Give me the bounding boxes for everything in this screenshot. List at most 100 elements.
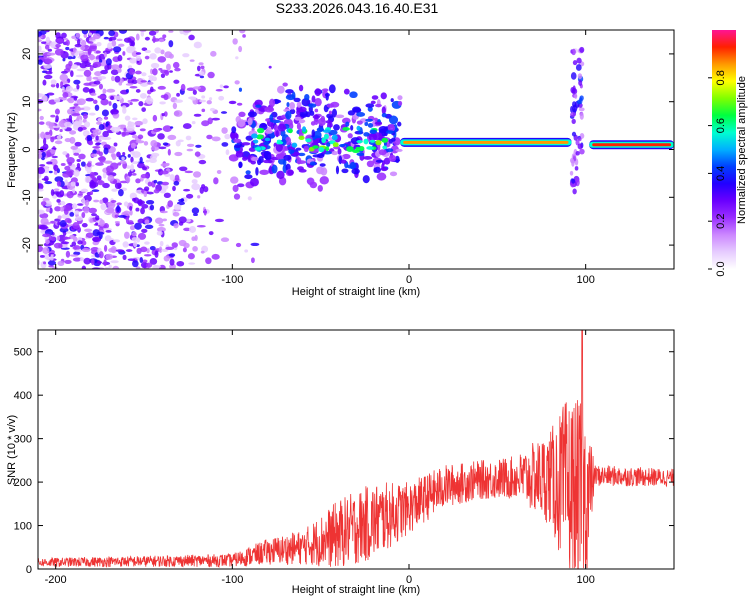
scatter-blob	[303, 145, 309, 153]
noise-blob	[127, 258, 136, 261]
noise-blob	[201, 108, 206, 113]
scatter-blob	[276, 170, 285, 180]
noise-blob	[47, 260, 57, 266]
noise-blob	[162, 218, 168, 222]
noise-blob	[172, 61, 180, 69]
noise-blob	[41, 151, 46, 158]
noise-blob	[45, 131, 50, 135]
scatter-blob	[241, 142, 251, 146]
noise-blob	[86, 162, 92, 168]
noise-blob	[193, 41, 202, 49]
noise-blob	[152, 68, 158, 76]
noise-blob	[43, 261, 47, 265]
noise-blob	[125, 175, 131, 184]
bright-spot	[305, 138, 312, 143]
scatter-blob	[352, 106, 361, 113]
noise-blob	[57, 221, 61, 226]
snr-panel: -200 -100 0 100 0 100 200 300 400 500 Height of s…	[6, 329, 675, 596]
scatter-blob	[264, 152, 272, 161]
noise-blob	[91, 189, 100, 193]
noise-blob	[41, 94, 48, 103]
noise-blob	[93, 33, 101, 40]
noise-blob	[140, 207, 145, 215]
noise-blob	[76, 98, 86, 106]
scatter-blob	[347, 133, 353, 139]
scatter-blob	[296, 106, 307, 113]
scatter-blob	[309, 161, 316, 166]
noise-blob	[55, 43, 61, 48]
noise-blob	[110, 199, 117, 203]
noise-blob	[75, 32, 81, 38]
scatter-blob	[289, 108, 296, 115]
noise-blob	[153, 179, 158, 184]
noise-blob	[100, 203, 107, 211]
noise-blob	[131, 161, 139, 165]
spectrogram-x-tick-label: -100	[221, 274, 243, 286]
noise-blob	[89, 190, 94, 196]
noise-blob	[160, 49, 165, 55]
noise-blob	[110, 75, 115, 82]
noise-blob	[190, 96, 197, 101]
noise-blob	[126, 46, 135, 54]
noise-blob	[91, 129, 100, 132]
noise-blob	[225, 149, 230, 156]
scatter-blob	[285, 89, 294, 94]
noise-blob	[57, 215, 62, 220]
scatter-blob	[254, 99, 263, 107]
noise-blob	[160, 163, 170, 167]
noise-blob	[142, 118, 148, 125]
noise-blob	[145, 262, 153, 268]
burst-blob	[574, 166, 579, 171]
burst-blob	[569, 170, 574, 176]
colorbar-tick-label: 0.6	[715, 118, 727, 133]
scatter-blob	[277, 123, 287, 132]
scatter-blob	[259, 169, 270, 175]
scatter-blob	[286, 102, 290, 107]
noise-blob	[91, 213, 97, 217]
noise-blob	[160, 210, 168, 214]
noise-blob	[144, 219, 150, 225]
noise-blob	[132, 260, 139, 268]
noise-blob	[43, 242, 52, 247]
noise-blob	[43, 58, 53, 65]
noise-blob	[182, 247, 187, 253]
noise-blob	[89, 43, 97, 46]
scatter-blob	[316, 166, 325, 175]
noise-blob	[169, 70, 173, 73]
noise-blob	[115, 249, 125, 252]
noise-blob	[162, 142, 169, 146]
burst-blob	[571, 48, 576, 56]
scatter-blob	[372, 119, 376, 128]
scatter-blob	[231, 126, 237, 134]
noise-blob	[98, 123, 105, 131]
noise-blob	[108, 101, 112, 106]
scatter-blob	[317, 184, 323, 192]
bright-spot	[332, 142, 339, 148]
noise-blob	[157, 133, 165, 140]
noise-blob	[40, 217, 49, 226]
noise-blob	[76, 68, 86, 72]
noise-blob	[98, 59, 103, 63]
noise-blob	[103, 244, 108, 252]
noise-blob	[108, 247, 116, 253]
noise-blob	[186, 148, 194, 152]
noise-blob	[158, 223, 165, 227]
noise-blob	[55, 82, 60, 89]
noise-blob	[143, 254, 152, 257]
noise-blob	[117, 162, 122, 166]
noise-blob	[135, 89, 141, 93]
spectrogram-xlabel: Height of straight line (km)	[292, 286, 420, 298]
noise-blob	[140, 246, 148, 253]
noise-blob	[122, 77, 128, 81]
noise-blob	[96, 41, 102, 47]
noise-blob	[219, 84, 224, 88]
colorbar-fill	[712, 30, 736, 269]
noise-blob	[238, 45, 243, 53]
noise-blob	[162, 34, 167, 39]
noise-blob	[123, 210, 131, 217]
noise-blob	[144, 55, 150, 60]
noise-blob	[38, 173, 42, 179]
noise-blob	[84, 199, 90, 207]
noise-blob	[90, 153, 98, 158]
